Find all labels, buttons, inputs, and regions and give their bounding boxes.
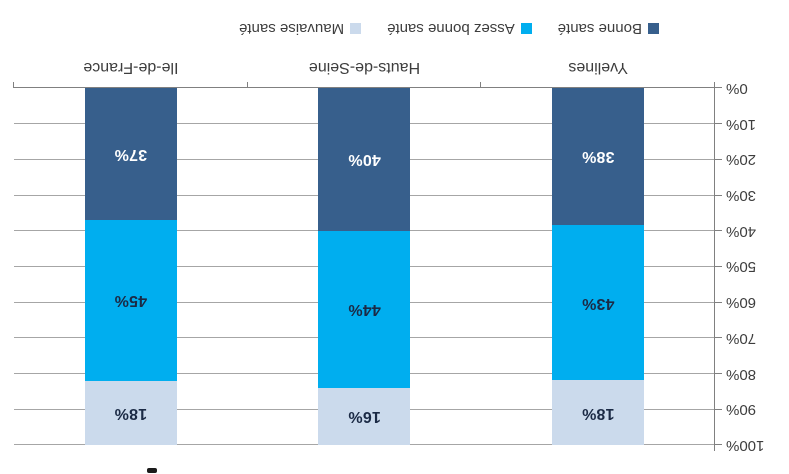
y-axis-tick <box>715 194 722 196</box>
y-axis-tick <box>715 337 722 339</box>
legend-label: Assez bonne santé <box>387 20 515 37</box>
y-axis-tick <box>715 373 722 375</box>
bar-segment: 16% <box>318 387 411 445</box>
x-axis-tick <box>246 82 248 88</box>
x-axis-tick <box>480 82 482 88</box>
bar-segment: 45% <box>84 220 177 381</box>
category-label: Hauts-de-Seine <box>308 59 421 76</box>
legend-item: Mauvaise santé <box>239 20 362 37</box>
y-axis-label: 10% <box>726 115 757 133</box>
y-axis-tick <box>715 123 722 125</box>
y-axis-label: 70% <box>726 329 757 347</box>
y-axis-label: 100% <box>726 437 765 454</box>
y-axis-label: 50% <box>726 258 757 276</box>
legend: Bonne santé Assez bonne santé Mauvaise san… <box>109 20 789 37</box>
legend-swatch-icon <box>350 23 362 34</box>
bar-segment: 44% <box>318 230 411 388</box>
bar-value-label: 18% <box>581 404 615 422</box>
bar-value-label: 16% <box>348 408 381 426</box>
category-label: Yvelines <box>568 59 628 76</box>
bar-value-label: 43% <box>581 294 615 312</box>
bar-value-label: 18% <box>114 404 148 422</box>
y-axis-tick <box>715 301 722 303</box>
bar-value-label: 40% <box>348 151 381 169</box>
bar-value-label: 38% <box>581 148 615 166</box>
legend-label: Mauvaise santé <box>239 20 345 37</box>
legend-item: Assez bonne santé <box>387 20 532 37</box>
ink-artifact <box>147 468 157 473</box>
y-axis-line <box>714 88 715 451</box>
y-axis-label: 80% <box>726 365 757 383</box>
bar-value-label: 37% <box>114 146 148 164</box>
y-axis-label: 60% <box>726 294 757 312</box>
bar-segment: 18% <box>84 380 177 445</box>
y-axis-label: 40% <box>726 222 757 240</box>
bar-value-label: 45% <box>114 292 148 310</box>
x-axis-tick <box>714 82 715 88</box>
bar-segment: 40% <box>318 88 411 231</box>
legend-swatch-icon <box>520 23 532 34</box>
legend-label: Bonne santé <box>557 20 642 37</box>
bar-value-label: 44% <box>348 301 381 319</box>
y-axis-label: 30% <box>726 187 757 205</box>
y-axis-tick <box>715 158 722 160</box>
legend-swatch-icon <box>647 23 659 34</box>
y-axis-label: 0% <box>726 80 748 97</box>
y-axis-tick <box>715 266 722 267</box>
x-axis-tick <box>13 82 14 88</box>
bar-segment: 43% <box>552 225 645 381</box>
bar-segment: 18% <box>552 380 645 445</box>
y-axis-tick <box>715 408 722 410</box>
y-axis-label: 20% <box>726 151 757 169</box>
y-axis-label: 90% <box>726 401 757 419</box>
bar-segment: 37% <box>84 88 177 221</box>
y-axis-tick <box>715 230 722 232</box>
y-axis-tick <box>715 87 722 89</box>
legend-item: Bonne santé <box>558 20 659 37</box>
y-axis-tick <box>715 444 722 446</box>
bar-segment: 38% <box>552 88 645 225</box>
category-label: Ile-de-France <box>83 59 179 76</box>
